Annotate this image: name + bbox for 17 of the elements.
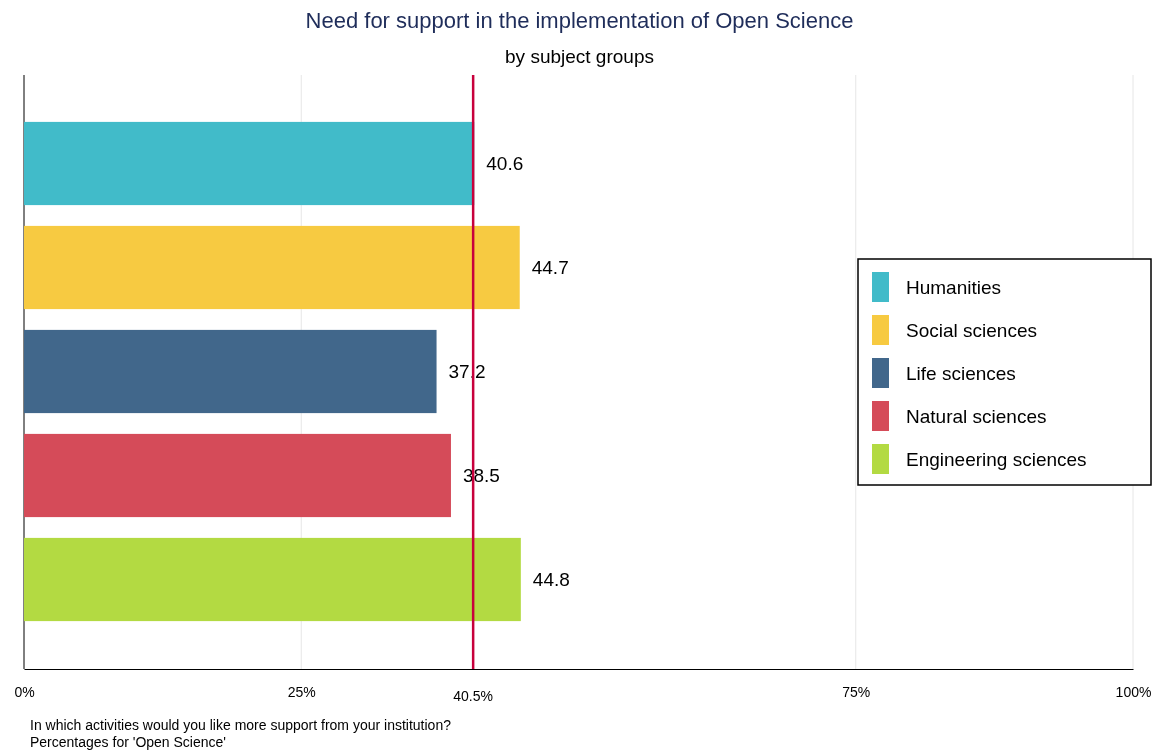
x-tick-label: 25% [287,683,316,700]
legend-label: Humanities [906,276,1002,298]
legend-label: Engineering sciences [906,448,1087,470]
data-label: 44.7 [531,257,569,279]
data-label: 44.8 [532,569,570,591]
text: In which activities would you like more support from your institution? [30,717,452,733]
legend-label: Life sciences [906,362,1016,384]
legend-label: Natural sciences [906,405,1047,427]
chart-subtitle: by subject groups [505,46,654,67]
x-tick-label: 100% [1115,683,1152,700]
x-tick-label: 0% [14,683,35,700]
text: Percentages for 'Open Science' [30,734,227,750]
data-label: 40.6 [486,153,524,175]
x-tick-label: 75% [842,683,871,700]
ref-line-label: 40.5% [453,688,493,704]
legend-label: Social sciences [906,319,1037,341]
chart-title: Need for support in the implementation of Open Science [305,8,854,33]
